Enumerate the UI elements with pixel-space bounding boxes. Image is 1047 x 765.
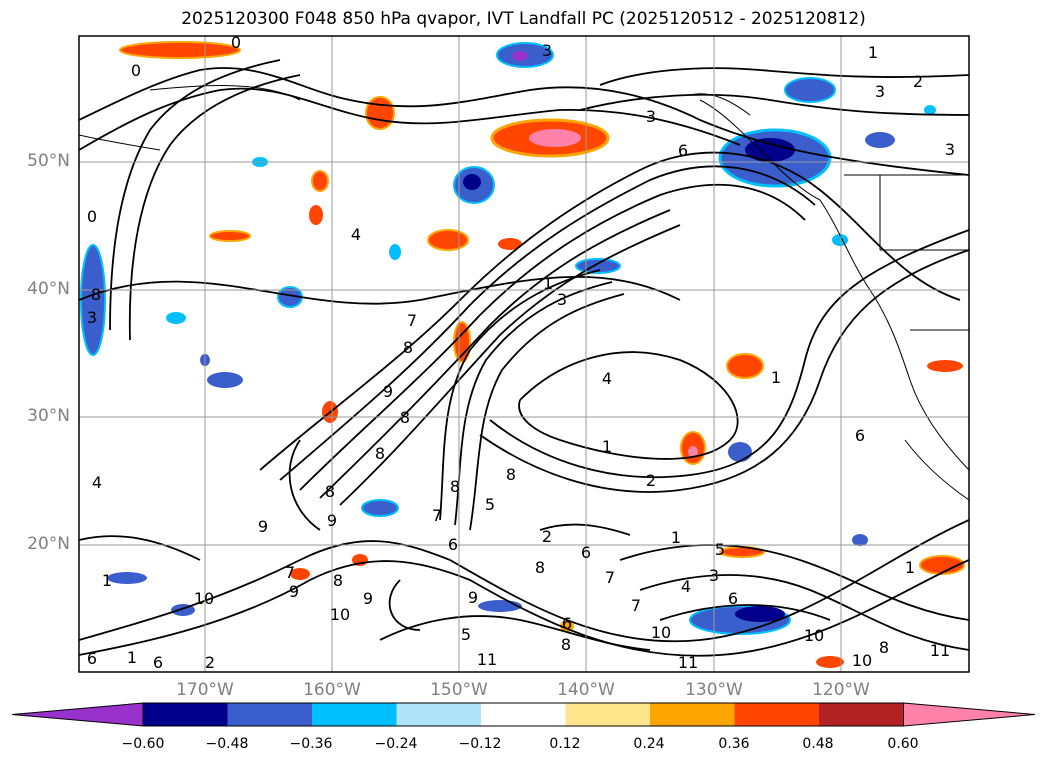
coastline-layer xyxy=(79,85,969,501)
contour-label: 1 xyxy=(602,437,612,456)
contour-label: 4 xyxy=(681,577,691,596)
contour-label: 3 xyxy=(709,566,719,585)
contour-label: 9 xyxy=(468,588,478,607)
contour-label: 10 xyxy=(804,626,824,645)
lat-label-30n: 30°N xyxy=(27,406,70,426)
lat-label-40n: 40°N xyxy=(27,279,70,299)
contour-label: 5 xyxy=(461,625,471,644)
contour-label: 0 xyxy=(231,33,241,52)
contour-lines xyxy=(79,59,969,657)
contour-label: 6 xyxy=(562,614,572,633)
lon-label-120w: 120°W xyxy=(812,680,870,700)
contour-label: 10 xyxy=(330,605,350,624)
gridlines xyxy=(79,36,969,672)
contour-label: 10 xyxy=(651,623,671,642)
contour-label: 9 xyxy=(289,582,299,601)
contour-label: 2 xyxy=(913,72,923,91)
map-border xyxy=(78,35,970,673)
contour-label: 8 xyxy=(403,338,413,357)
contour-label: 3 xyxy=(875,82,885,101)
colorbar-tick-label: −0.36 xyxy=(289,736,333,752)
lon-label-140w: 140°W xyxy=(557,680,615,700)
colorbar-tick-label: −0.24 xyxy=(374,736,418,752)
contour-label: 1 xyxy=(771,368,781,387)
contour-label: 7 xyxy=(605,568,615,587)
lon-label-170w: 170°W xyxy=(176,680,234,700)
contour-label: 3 xyxy=(87,308,97,327)
lon-label-130w: 130°W xyxy=(685,680,743,700)
colorbar-tick-label: 0.12 xyxy=(549,736,581,752)
contour-label: 9 xyxy=(383,382,393,401)
contour-label: 8 xyxy=(535,558,545,577)
contour-label: 7 xyxy=(432,506,442,525)
contour-label: 11 xyxy=(477,650,497,669)
contour-label: 8 xyxy=(91,285,101,304)
contour-label: 9 xyxy=(363,589,373,608)
contour-label: 2 xyxy=(205,653,215,672)
contour-label: 6 xyxy=(581,543,591,562)
contour-label: 4 xyxy=(602,369,612,388)
contour-label: 7 xyxy=(407,311,417,330)
contour-label: 1 xyxy=(543,274,553,293)
contour-label: 9 xyxy=(258,517,268,536)
lat-label-50n: 50°N xyxy=(27,151,70,171)
contour-label: 2 xyxy=(646,471,656,490)
contour-label: 4 xyxy=(351,225,361,244)
colorbar-tick-label: −0.60 xyxy=(121,736,165,752)
contour-label: 8 xyxy=(879,638,889,657)
contour-label: 6 xyxy=(728,589,738,608)
lon-label-160w: 160°W xyxy=(303,680,361,700)
contour-label: 6 xyxy=(153,653,163,672)
contour-label: 1 xyxy=(868,43,878,62)
contour-label: 8 xyxy=(333,571,343,590)
chart-title: 2025120300 F048 850 hPa qvapor, IVT Land… xyxy=(181,9,866,29)
contour-label: 3 xyxy=(646,107,656,126)
contour-label: 11 xyxy=(678,653,698,672)
contour-label: 1 xyxy=(671,528,681,547)
colorbar-tick-label: 0.36 xyxy=(718,736,750,752)
contour-label: 10 xyxy=(194,589,214,608)
contour-label: 7 xyxy=(285,563,295,582)
contour-label: 6 xyxy=(87,649,97,668)
contour-label: 3 xyxy=(557,290,567,309)
anomaly-fill-layer xyxy=(80,41,965,668)
colorbar-tick-label: 0.60 xyxy=(887,736,919,752)
contour-label: 1 xyxy=(102,571,112,590)
colorbar-tick-label: 0.48 xyxy=(802,736,834,752)
contour-label: 0 xyxy=(87,207,97,226)
contour-label: 5 xyxy=(715,540,725,559)
contour-label: 8 xyxy=(400,408,410,427)
contour-label: 2 xyxy=(542,527,552,546)
colorbar-tick-label: −0.12 xyxy=(458,736,502,752)
contour-label: 6 xyxy=(678,141,688,160)
contour-label: 9 xyxy=(327,511,337,530)
contour-label: 5 xyxy=(485,495,495,514)
contour-label: 8 xyxy=(561,635,571,654)
contour-label: 8 xyxy=(450,477,460,496)
contour-label: 4 xyxy=(92,473,102,492)
contour-label: 3 xyxy=(945,140,955,159)
contour-label: 11 xyxy=(930,641,950,660)
colorbar-tick-label: −0.48 xyxy=(205,736,249,752)
lat-label-20n: 20°N xyxy=(27,534,70,554)
contour-label: 1 xyxy=(905,558,915,577)
contour-label: 3 xyxy=(542,41,552,60)
lon-label-150w: 150°W xyxy=(430,680,488,700)
contour-label: 7 xyxy=(631,596,641,615)
contour-label: 1 xyxy=(127,648,137,667)
colorbar-tick-label: 0.24 xyxy=(633,736,665,752)
contour-label: 6 xyxy=(855,426,865,445)
contour-label: 0 xyxy=(131,61,141,80)
contour-label: 8 xyxy=(375,444,385,463)
contour-label: 8 xyxy=(325,482,335,501)
contour-label: 8 xyxy=(506,465,516,484)
contour-label: 10 xyxy=(852,651,872,670)
contour-label: 6 xyxy=(448,535,458,554)
